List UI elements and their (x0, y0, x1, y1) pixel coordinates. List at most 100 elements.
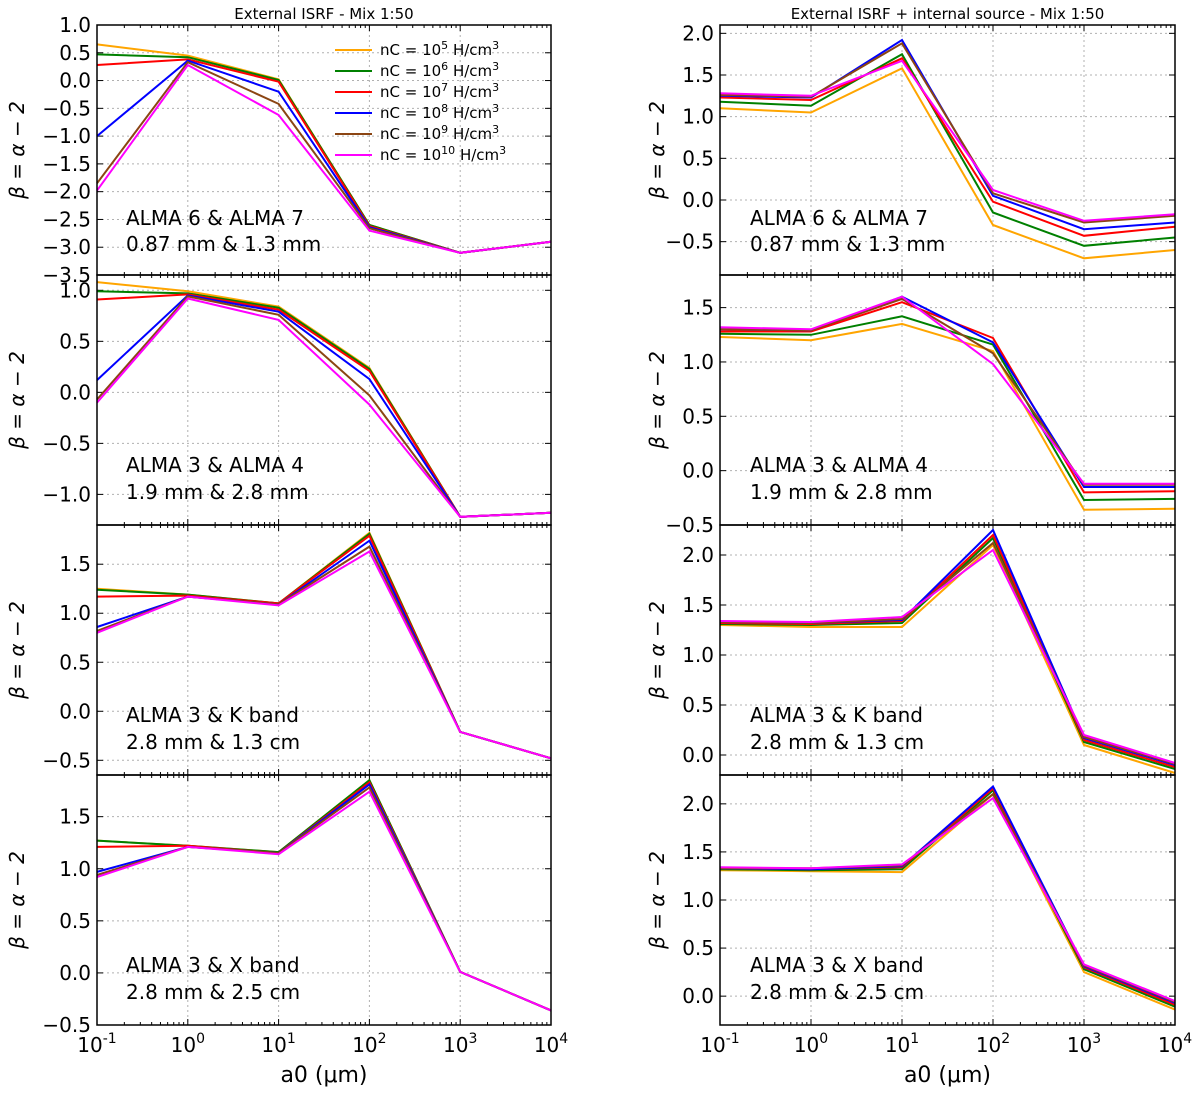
panel-c1-r0-ytick-label: 0.0 (682, 188, 714, 212)
panel-c1-r2-annotation-line1: ALMA 3 & K band (750, 703, 923, 727)
panel-c1-r1-ytick-label: 1.0 (682, 350, 714, 374)
xtick-label-col0: 10-1 (77, 1031, 116, 1057)
panel-c0-r0-ytick-label: −2.0 (42, 180, 91, 204)
panel-c0-r3-series-5-line (96, 790, 552, 1012)
panel-c0-r0-ytick-label: −2.5 (42, 207, 91, 231)
panel-c0-r1-annotation-line1: ALMA 3 & ALMA 4 (126, 453, 304, 477)
panel-c0-r3-ytick-label: 0.5 (59, 909, 91, 933)
panel-c1-r2-ytick-label: 1.5 (682, 593, 714, 617)
panel-c0-r2-annotation-line2: 2.8 mm & 1.3 cm (126, 730, 300, 754)
panel-c1-r2-ytick-label: 1.0 (682, 643, 714, 667)
legend-label-4: nC = 109 H/cm3 (380, 123, 499, 143)
column-title-left: External ISRF - Mix 1:50 (234, 5, 413, 23)
panel-c1-r1-ytick-label: 0.5 (682, 404, 714, 428)
panel-c1-r3-ylabel: β = α − 2 (645, 851, 669, 950)
panel-c0-r3-frame (96, 774, 552, 1026)
panel-c0-r3-ytick-label: 1.5 (59, 805, 91, 829)
legend-label-0: nC = 105 H/cm3 (380, 39, 499, 59)
panel-c1-r0-ytick-label: 0.5 (682, 146, 714, 170)
panel-c1-r2-series-0-line (719, 543, 1176, 774)
panel-c0-r0-ytick-label: 0.0 (59, 69, 91, 93)
panel-c0-r1-ylabel: β = α − 2 (5, 351, 29, 450)
panel-c0-r0-ytick-label: 0.5 (59, 41, 91, 65)
panel-c0-r1-ytick-label: 0.5 (59, 329, 91, 353)
panel-c1-r0-series-1-line (719, 52, 1176, 247)
panel-c1-r1-ytick-label: 0.0 (682, 459, 714, 483)
panel-c1-r1-annotation-line1: ALMA 3 & ALMA 4 (750, 453, 928, 477)
panel-c1-r1-ytick-label: −0.5 (665, 513, 714, 537)
panel-c0-r3-ytick-label: 1.0 (59, 857, 91, 881)
panel-c0-r3-ytick-label: −0.5 (42, 1013, 91, 1037)
legend-label-1: nC = 106 H/cm3 (380, 60, 499, 80)
panel-c1-r3-ytick-label: 2.0 (682, 792, 714, 816)
panel-c1-r2-ytick-label: 0.5 (682, 693, 714, 717)
panel-c0-r0-ytick-label: −1.0 (42, 124, 91, 148)
panel-c1-r0-ytick-label: −0.5 (665, 230, 714, 254)
panel-c0-r1-annotation-line2: 1.9 mm & 2.8 mm (126, 480, 309, 504)
panel-c1-r1-annotation-line2: 1.9 mm & 2.8 mm (750, 480, 933, 504)
panel-c1-r0-series-2-line (719, 57, 1176, 237)
panel-c1-r3-ytick-label: 1.0 (682, 888, 714, 912)
panel-c0-r0-ytick-label: −3.5 (42, 263, 91, 287)
panel-c1-r0-annotation-line1: ALMA 6 & ALMA 7 (750, 206, 928, 230)
panel-c0-r2-series-5-line (96, 550, 552, 760)
panel-c0-r2-ytick-label: 1.0 (59, 601, 91, 625)
legend-label-2: nC = 107 H/cm3 (380, 81, 499, 101)
panel-c1-r3-ytick-label: 0.5 (682, 936, 714, 960)
panel-c1-r0-series-0-line (719, 66, 1176, 260)
panel-c1-r2-ytick-label: 0.0 (682, 743, 714, 767)
panel-c1-r1-ytick-label: 1.5 (682, 296, 714, 320)
panel-c0-r0-series-5-line (96, 63, 552, 254)
xtick-label-col1: 102 (976, 1031, 1010, 1057)
panel-c0-r2-ytick-label: 1.5 (59, 552, 91, 576)
panel-c0-r2-ytick-label: 0.0 (59, 699, 91, 723)
panel-c0-r3-ylabel: β = α − 2 (5, 851, 29, 950)
xtick-label-col1: 103 (1067, 1031, 1101, 1057)
xtick-label-col1: 101 (885, 1031, 919, 1057)
column-title-right: External ISRF + internal source - Mix 1:… (791, 5, 1105, 23)
panel-c0-r3-annotation-line1: ALMA 3 & X band (126, 953, 300, 977)
panel-c0-r0-ytick-label: −0.5 (42, 96, 91, 120)
panel-c0-r0-ytick-label: −3.0 (42, 235, 91, 259)
panel-c0-r0-ytick-label: 1.0 (59, 13, 91, 37)
panel-c1-r0-annotation-line2: 0.87 mm & 1.3 mm (750, 232, 945, 256)
panel-c1-r3-ytick-label: 0.0 (682, 984, 714, 1008)
panel-c1-r0-ytick-label: 1.5 (682, 63, 714, 87)
xlabel-col0: a0 (μm) (280, 1063, 367, 1088)
panel-c0-r0-ylabel: β = α − 2 (5, 101, 29, 200)
panel-c0-r2-ytick-label: 0.5 (59, 650, 91, 674)
panel-c0-r0-annotation-line1: ALMA 6 & ALMA 7 (126, 206, 304, 230)
panel-c0-r1-series-5-line (96, 297, 552, 518)
xtick-label-col0: 100 (171, 1031, 205, 1057)
panel-c1-r3-ytick-label: 1.5 (682, 840, 714, 864)
legend-label-5: nC = 1010 H/cm3 (380, 144, 506, 164)
xtick-label-col0: 101 (261, 1031, 295, 1057)
panel-c1-r1-series-0-line (719, 322, 1176, 511)
xtick-label-col0: 104 (534, 1031, 568, 1057)
panel-c1-r0-ytick-label: 1.0 (682, 105, 714, 129)
panel-c0-r1-ytick-label: −1.0 (42, 482, 91, 506)
panel-c0-r0-ytick-label: −1.5 (42, 152, 91, 176)
panel-c1-r0-ylabel: β = α − 2 (645, 101, 669, 200)
panel-c1-r3-annotation-line1: ALMA 3 & X band (750, 953, 924, 977)
panel-c1-r2-ylabel: β = α − 2 (645, 601, 669, 700)
xtick-label-col1: 104 (1158, 1031, 1192, 1057)
panel-c0-r2-ytick-label: −0.5 (42, 748, 91, 772)
panel-c1-r3-frame (719, 774, 1176, 1026)
xtick-label-col1: 10-1 (700, 1031, 739, 1057)
panel-c1-r2-annotation-line2: 2.8 mm & 1.3 cm (750, 730, 924, 754)
panel-c1-r3-series-5-line (719, 796, 1176, 1002)
panel-c1-r1-series-5-line (719, 295, 1175, 485)
panel-c0-r1-ytick-label: 0.0 (59, 380, 91, 404)
panel-c0-r1-ytick-label: −0.5 (42, 431, 91, 455)
panel-c0-r2-annotation-line1: ALMA 3 & K band (126, 703, 299, 727)
panel-c0-r1-ytick-label: 1.0 (59, 278, 91, 302)
panel-c1-r0-series-4-line (719, 41, 1176, 224)
panel-c1-r1-ylabel: β = α − 2 (645, 351, 669, 450)
panel-c1-r0-series-5-line (719, 59, 1176, 222)
xtick-label-col1: 100 (794, 1031, 828, 1057)
panel-c1-r0-ytick-label: 2.0 (682, 21, 714, 45)
panel-c0-r3-annotation-line2: 2.8 mm & 2.5 cm (126, 980, 300, 1004)
